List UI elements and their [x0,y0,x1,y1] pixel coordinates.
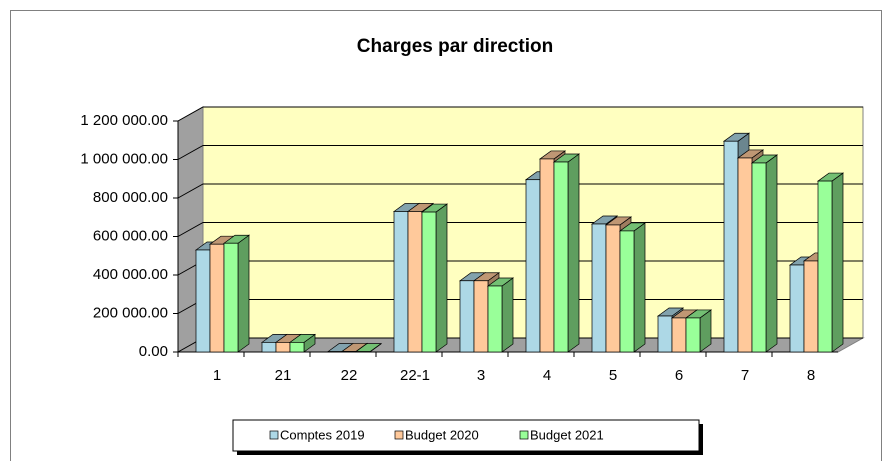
bar [619,230,635,353]
x-tick-label: 3 [477,367,485,384]
x-tick-label: 22-1 [400,367,430,384]
y-tick-label: 800 000.00 [93,189,168,206]
bar-side [501,277,514,353]
bar [393,211,409,353]
y-tick-label: 400 000.00 [93,266,168,283]
x-tick-label: 8 [807,367,815,384]
x-tick-label: 22 [341,367,358,384]
grid-line [177,183,863,199]
bar [671,317,687,353]
grid-line [177,106,863,122]
legend-label: Budget 2021 [530,427,604,442]
bar [209,243,225,353]
bar [487,285,503,353]
bar [525,179,541,353]
legend-label: Comptes 2019 [280,427,365,442]
bar [605,224,621,353]
bar [723,140,739,353]
bar [789,264,805,353]
y-tick-label: 600 000.00 [93,227,168,244]
bar [195,249,211,353]
bar [223,242,239,353]
chart-title: Charges par direction [357,36,553,57]
bar [737,157,753,353]
y-tick-label: 200 000.00 [93,304,168,321]
bar [261,342,277,353]
bar-side [237,234,250,353]
legend-swatch [394,430,404,440]
legend-box [232,419,700,452]
x-tick-label: 21 [275,367,292,384]
y-tick-label: 1 200 000.00 [80,112,168,129]
bar [275,342,291,353]
bar [341,351,357,353]
grid-line [177,222,863,237]
bar [421,211,437,353]
bar-side [633,222,646,353]
bar-side [435,203,448,353]
x-tick-label: 1 [213,367,221,384]
y-tick-label: 1 000 000.00 [80,150,168,167]
legend-label: Budget 2020 [405,427,479,442]
bar-side [765,154,778,353]
legend-swatch [519,430,529,440]
bar [473,280,489,353]
plot: 1 21 22 22-1 3 4 5 6 7 8 [177,132,845,384]
bar [803,260,819,353]
x-tick-label: 4 [543,367,551,384]
bar [459,280,475,353]
x-tick-label: 5 [609,367,617,384]
y-tick-label: 0.00 [139,343,168,360]
grid-line [177,145,863,160]
x-tick-label: 6 [675,367,683,384]
legend-swatch [269,430,279,440]
legend: Comptes 2019 Budget 2020 Budget 2021 [232,419,703,455]
bar [539,158,555,353]
bar-side [831,172,844,353]
bar [657,315,673,353]
bar [407,211,423,353]
bar [289,342,305,353]
bar [591,223,607,353]
bar [751,162,767,353]
bar [685,317,701,353]
bar [817,180,833,353]
bar-side [567,153,580,353]
bar [553,161,569,353]
x-tick-label: 7 [741,367,749,384]
